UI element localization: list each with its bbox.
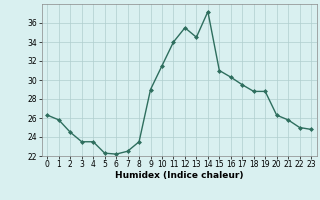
X-axis label: Humidex (Indice chaleur): Humidex (Indice chaleur) [115,171,244,180]
